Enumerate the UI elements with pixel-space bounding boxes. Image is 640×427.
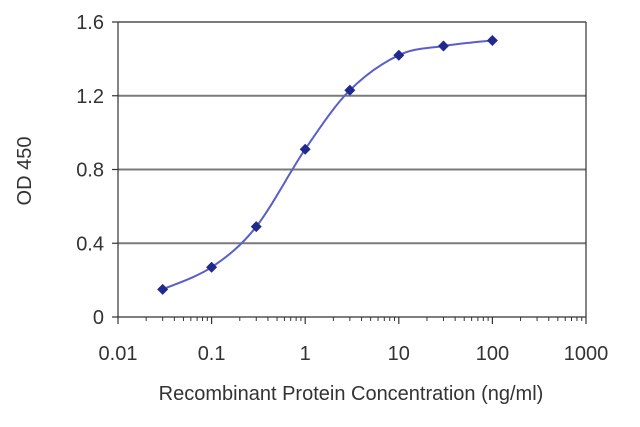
data-point <box>157 283 169 295</box>
data-point <box>437 40 449 52</box>
data-point <box>486 34 498 46</box>
x-tick-label: 1000 <box>564 343 609 365</box>
x-tick-label: 100 <box>476 343 509 365</box>
data-points-layer <box>157 34 498 295</box>
x-tick-label: 1 <box>300 343 311 365</box>
y-tick-label: 0 <box>93 307 104 329</box>
plot-frame <box>112 21 587 324</box>
y-tick-label: 0.4 <box>76 233 104 255</box>
x-tick-labels: 0.01 0.1 1 10 100 1000 <box>99 343 609 365</box>
data-point <box>344 84 356 96</box>
data-point <box>393 49 405 61</box>
gridlines <box>118 21 586 245</box>
x-axis-label: Recombinant Protein Concentration (ng/ml… <box>159 383 544 405</box>
y-tick-labels: 0 0.4 0.8 1.2 1.6 <box>76 12 104 329</box>
x-tick-label: 10 <box>388 343 410 365</box>
fitted-curve <box>162 39 493 291</box>
x-tick-label: 0.1 <box>198 343 226 365</box>
data-point <box>206 261 218 273</box>
data-point <box>299 143 311 155</box>
x-tick-label: 0.01 <box>99 343 138 365</box>
y-tick-label: 0.8 <box>76 160 104 182</box>
data-point <box>250 221 262 233</box>
y-axis-label: OD 450 <box>14 137 36 206</box>
y-tick-label: 1.2 <box>76 86 104 108</box>
fitted-curve-layer <box>162 39 493 291</box>
y-tick-label: 1.6 <box>76 12 104 34</box>
